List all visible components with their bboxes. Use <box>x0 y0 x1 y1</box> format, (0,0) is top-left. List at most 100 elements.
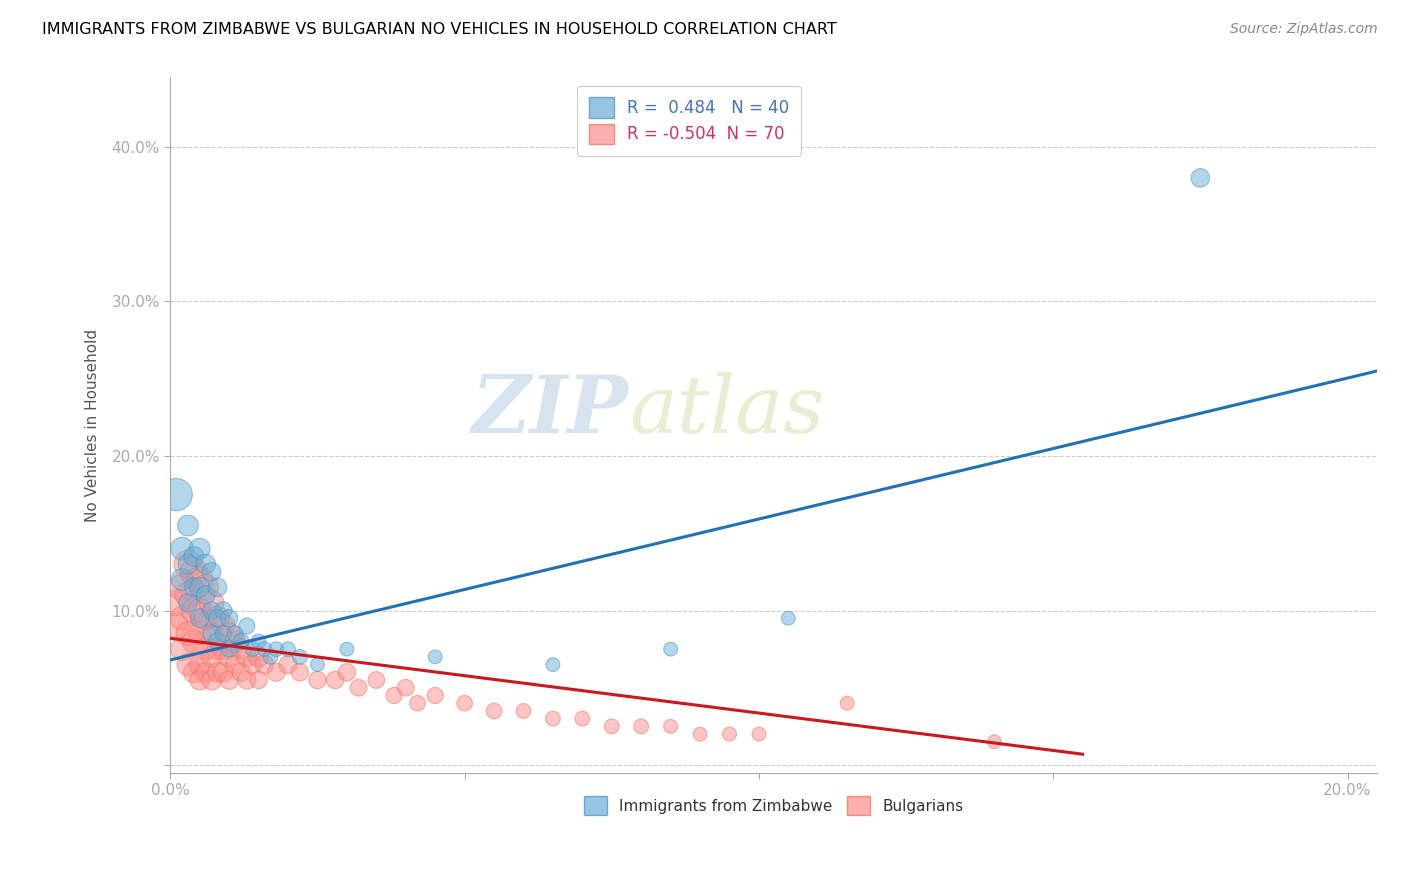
Point <box>188 541 211 556</box>
Legend: Immigrants from Zimbabwe, Bulgarians: Immigrants from Zimbabwe, Bulgarians <box>575 788 973 824</box>
Point <box>659 719 682 733</box>
Point <box>194 665 217 680</box>
Point <box>837 696 859 710</box>
Point <box>194 588 217 602</box>
Point <box>194 611 217 625</box>
Point <box>277 642 299 657</box>
Point <box>229 634 252 648</box>
Point <box>183 549 205 564</box>
Point <box>165 596 187 610</box>
Point <box>212 642 235 657</box>
Point <box>172 573 194 587</box>
Point <box>188 611 211 625</box>
Point <box>425 689 447 703</box>
Point <box>188 626 211 640</box>
Point <box>748 727 770 741</box>
Point <box>177 626 200 640</box>
Point <box>200 649 222 664</box>
Point <box>247 634 270 648</box>
Point <box>347 681 370 695</box>
Point <box>224 657 246 672</box>
Point <box>224 626 246 640</box>
Point <box>512 704 534 718</box>
Point <box>659 642 682 657</box>
Point <box>212 619 235 633</box>
Point <box>288 649 311 664</box>
Point <box>188 580 211 594</box>
Text: atlas: atlas <box>628 373 824 450</box>
Point <box>183 603 205 617</box>
Point <box>541 657 564 672</box>
Point <box>236 649 259 664</box>
Point <box>264 642 287 657</box>
Point <box>482 704 505 718</box>
Point <box>165 488 187 502</box>
Point <box>183 565 205 579</box>
Point <box>1189 170 1212 185</box>
Point <box>307 657 329 672</box>
Point <box>778 611 800 625</box>
Point <box>172 611 194 625</box>
Point <box>336 642 359 657</box>
Point <box>236 619 259 633</box>
Point <box>172 580 194 594</box>
Point <box>224 634 246 648</box>
Text: ZIP: ZIP <box>472 373 628 450</box>
Point <box>183 580 205 594</box>
Point <box>247 649 270 664</box>
Point <box>218 611 240 625</box>
Point <box>277 657 299 672</box>
Point <box>242 657 264 672</box>
Point <box>236 673 259 687</box>
Point <box>188 573 211 587</box>
Point <box>253 657 276 672</box>
Point <box>212 603 235 617</box>
Point <box>406 696 429 710</box>
Point <box>177 557 200 571</box>
Point <box>200 596 222 610</box>
Point <box>194 580 217 594</box>
Point <box>200 626 222 640</box>
Point <box>177 657 200 672</box>
Point <box>165 619 187 633</box>
Point <box>188 673 211 687</box>
Point <box>395 681 418 695</box>
Point <box>177 588 200 602</box>
Point <box>453 696 475 710</box>
Point <box>177 596 200 610</box>
Point <box>288 665 311 680</box>
Point <box>172 642 194 657</box>
Point <box>366 673 388 687</box>
Point <box>630 719 652 733</box>
Text: IMMIGRANTS FROM ZIMBABWE VS BULGARIAN NO VEHICLES IN HOUSEHOLD CORRELATION CHART: IMMIGRANTS FROM ZIMBABWE VS BULGARIAN NO… <box>42 22 837 37</box>
Point <box>253 642 276 657</box>
Point <box>382 689 405 703</box>
Point <box>600 719 623 733</box>
Point <box>247 673 270 687</box>
Point <box>571 712 593 726</box>
Point <box>194 557 217 571</box>
Point <box>200 673 222 687</box>
Point <box>207 642 229 657</box>
Point <box>207 665 229 680</box>
Point <box>200 565 222 579</box>
Point <box>218 626 240 640</box>
Point <box>229 642 252 657</box>
Point <box>177 518 200 533</box>
Point <box>218 642 240 657</box>
Point <box>200 626 222 640</box>
Point <box>259 649 281 664</box>
Point <box>188 657 211 672</box>
Y-axis label: No Vehicles in Household: No Vehicles in Household <box>86 328 100 522</box>
Point <box>207 611 229 625</box>
Point <box>689 727 711 741</box>
Point <box>425 649 447 664</box>
Point <box>207 634 229 648</box>
Point <box>212 626 235 640</box>
Point <box>183 665 205 680</box>
Point <box>336 665 359 680</box>
Point <box>307 673 329 687</box>
Point <box>218 649 240 664</box>
Point <box>983 735 1005 749</box>
Text: Source: ZipAtlas.com: Source: ZipAtlas.com <box>1230 22 1378 37</box>
